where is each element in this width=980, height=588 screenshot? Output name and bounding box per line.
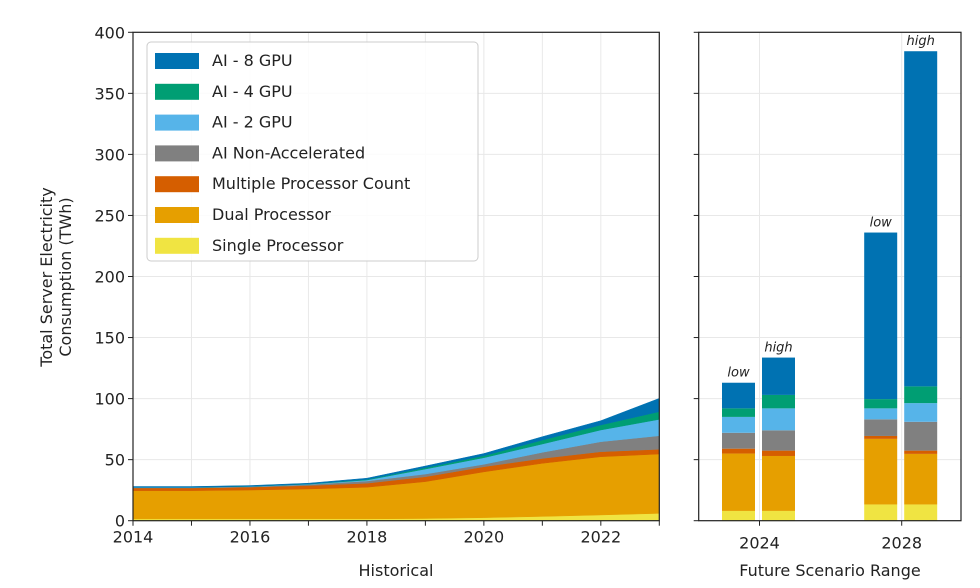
legend-label: AI Non-Accelerated xyxy=(212,143,365,162)
bar-segment-single-processor xyxy=(904,504,938,521)
legend-item-ai-2-gpu: AI - 2 GPU xyxy=(155,113,293,132)
y-tick-label: 150 xyxy=(94,329,125,348)
y-tick-label: 100 xyxy=(94,390,125,409)
legend-item-ai-8-gpu: AI - 8 GPU xyxy=(155,51,293,70)
legend-item-multiple-processor-count: Multiple Processor Count xyxy=(155,174,410,193)
bar-segment-ai-2-gpu xyxy=(762,408,795,431)
bar-segment-ai-4-gpu xyxy=(904,386,938,404)
bar-segment-single-processor xyxy=(762,510,795,521)
future-x-axis-label: Future Scenario Range xyxy=(739,561,920,580)
annotation-2028-high: high xyxy=(907,34,935,49)
bar-segment-multiple-processor-count xyxy=(864,435,898,439)
bar-segment-multiple-processor-count xyxy=(762,450,795,456)
bar-segment-ai-2-gpu xyxy=(864,408,898,420)
legend-swatch xyxy=(155,145,199,162)
y-axis-label-line-1: Total Server Electricity xyxy=(37,187,56,367)
x-tick-label: 2016 xyxy=(230,528,271,547)
legend-label: AI - 4 GPU xyxy=(212,82,293,101)
bar-segment-single-processor xyxy=(864,504,898,521)
bar-segment-dual-processor xyxy=(722,453,755,511)
bar-segment-ai-non-accelerated xyxy=(864,419,898,436)
legend-swatch xyxy=(155,114,199,131)
y-tick-label: 50 xyxy=(105,451,125,470)
legend-item-dual-processor: Dual Processor xyxy=(155,205,331,224)
legend-label: Dual Processor xyxy=(212,205,331,224)
bar-segment-ai-4-gpu xyxy=(762,394,795,409)
bar-segment-ai-4-gpu xyxy=(722,408,755,417)
legend-item-ai-4-gpu: AI - 4 GPU xyxy=(155,82,293,101)
legend-item-single-processor: Single Processor xyxy=(155,236,344,255)
bar-segment-ai-8-gpu xyxy=(864,232,898,400)
y-tick-label: 300 xyxy=(94,145,125,164)
annotation-2024-high: high xyxy=(764,341,792,356)
bar-segment-ai-2-gpu xyxy=(904,403,938,422)
axis-ticks: 0 50 100 150 200 250 300 350 400 2014 2016 2018 2020… xyxy=(94,23,922,552)
bar-segment-ai-8-gpu xyxy=(762,357,795,395)
y-tick-label: 400 xyxy=(94,23,125,42)
x-tick-label: 2024 xyxy=(739,534,780,553)
bar-2028-high xyxy=(904,51,938,521)
annotation-2028-low: low xyxy=(870,216,893,231)
legend-label: AI - 2 GPU xyxy=(212,113,293,132)
annotation-2024-low: low xyxy=(727,366,750,381)
x-tick-label: 2014 xyxy=(113,528,154,547)
bar-segment-ai-8-gpu xyxy=(904,51,938,387)
legend-swatch xyxy=(155,176,199,193)
y-axis-label-line-2: Consumption (TWh) xyxy=(56,197,75,356)
legend-swatch xyxy=(155,207,199,223)
x-tick-label: 2022 xyxy=(580,528,621,547)
bar-2024-high xyxy=(762,357,795,521)
bar-segment-ai-2-gpu xyxy=(722,416,755,433)
legend-label: Single Processor xyxy=(212,236,344,255)
bar-2028-low xyxy=(864,232,898,521)
x-tick-label: 2020 xyxy=(464,528,505,547)
y-tick-label: 0 xyxy=(115,512,125,531)
bar-segment-ai-non-accelerated xyxy=(762,430,795,451)
y-tick-label: 250 xyxy=(94,206,125,225)
x-tick-label: 2028 xyxy=(881,534,922,553)
bar-segment-multiple-processor-count xyxy=(904,450,938,454)
x-tick-label: 2018 xyxy=(347,528,388,547)
bar-segment-ai-non-accelerated xyxy=(904,421,938,451)
bar-segment-ai-4-gpu xyxy=(864,399,898,409)
legend-box xyxy=(146,41,479,262)
bar-segment-dual-processor xyxy=(864,438,898,505)
bar-segment-ai-8-gpu xyxy=(722,382,755,409)
bar-segment-multiple-processor-count xyxy=(722,448,755,454)
bar-segment-dual-processor xyxy=(904,453,938,505)
y-tick-label: 200 xyxy=(94,268,125,287)
bar-segment-dual-processor xyxy=(762,455,795,511)
historical-x-axis-label: Historical xyxy=(359,561,434,580)
legend-label: AI - 8 GPU xyxy=(212,51,293,70)
legend-swatch xyxy=(155,83,199,100)
legend-label: Multiple Processor Count xyxy=(212,174,410,193)
y-tick-label: 350 xyxy=(94,84,125,103)
bar-segment-single-processor xyxy=(722,510,755,521)
bar-2024-low xyxy=(722,382,755,521)
legend-swatch xyxy=(155,237,199,254)
legend-swatch xyxy=(155,53,199,69)
legend-item-ai-non-accelerated: AI Non-Accelerated xyxy=(155,143,365,162)
legend: AI - 8 GPU AI - 4 GPU AI - 2 GPU AI Non-Acc… xyxy=(146,41,479,262)
future-stacked-bars xyxy=(722,51,938,521)
bar-segment-ai-non-accelerated xyxy=(722,432,755,449)
y-axis-label: Total Server Electricity Consumption (TW… xyxy=(37,187,75,367)
